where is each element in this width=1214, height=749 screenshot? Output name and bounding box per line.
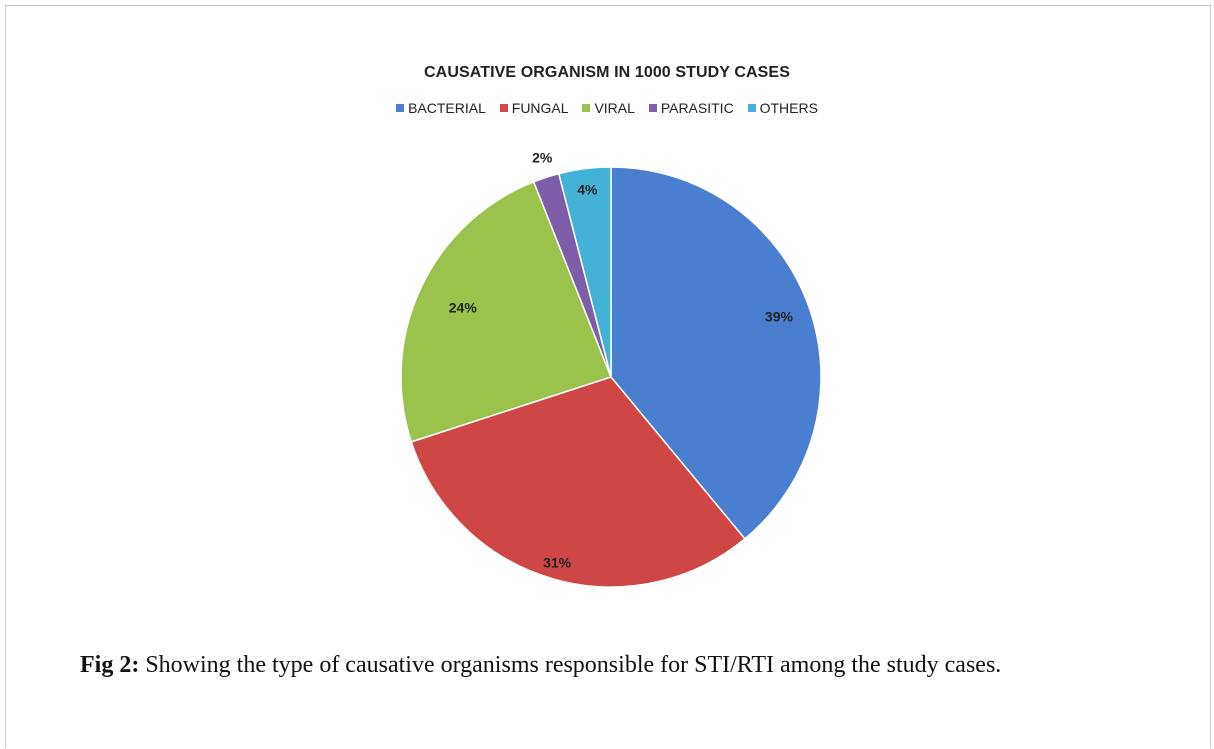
figure-caption: Fig 2: Showing the type of causative org… [80, 648, 1180, 683]
pie-slice-viral [400, 180, 612, 443]
pie-label-parasitic: 2% [532, 149, 553, 165]
caption-label: Fig 2: [80, 652, 140, 678]
pie-label-viral: 24% [449, 299, 478, 315]
legend-swatch-viral [582, 104, 591, 112]
chart-legend: BACTERIAL FUNGAL VIRAL PARASITIC OTHERS [0, 100, 1214, 116]
legend-item-others: OTHERS [747, 100, 818, 116]
legend-swatch-bacterial [396, 104, 405, 112]
legend-item-parasitic: PARASITIC [648, 100, 734, 116]
legend-item-bacterial: BACTERIAL [396, 100, 486, 116]
pie-label-fungal: 31% [543, 555, 572, 571]
caption-text: Showing the type of causative organisms … [139, 652, 1002, 678]
legend-label-others: OTHERS [759, 100, 818, 116]
legend-item-viral: VIRAL [582, 100, 635, 116]
legend-label-parasitic: PARASITIC [660, 100, 734, 116]
pie-slice-bacterial [610, 166, 822, 540]
legend-label-fungal: FUNGAL [511, 100, 569, 116]
pie-label-others: 4% [577, 181, 598, 197]
legend-label-viral: VIRAL [594, 100, 635, 116]
legend-swatch-fungal [499, 104, 508, 112]
legend-label-bacterial: BACTERIAL [408, 100, 486, 116]
pie-slice-fungal [410, 376, 746, 588]
pie-label-bacterial: 39% [765, 309, 794, 325]
legend-swatch-parasitic [648, 104, 657, 112]
legend-item-fungal: FUNGAL [499, 100, 569, 116]
pie-slice-others [557, 166, 612, 378]
chart-title: CAUSATIVE ORGANISM IN 1000 STUDY CASES [424, 64, 790, 81]
legend-swatch-others [747, 104, 756, 112]
